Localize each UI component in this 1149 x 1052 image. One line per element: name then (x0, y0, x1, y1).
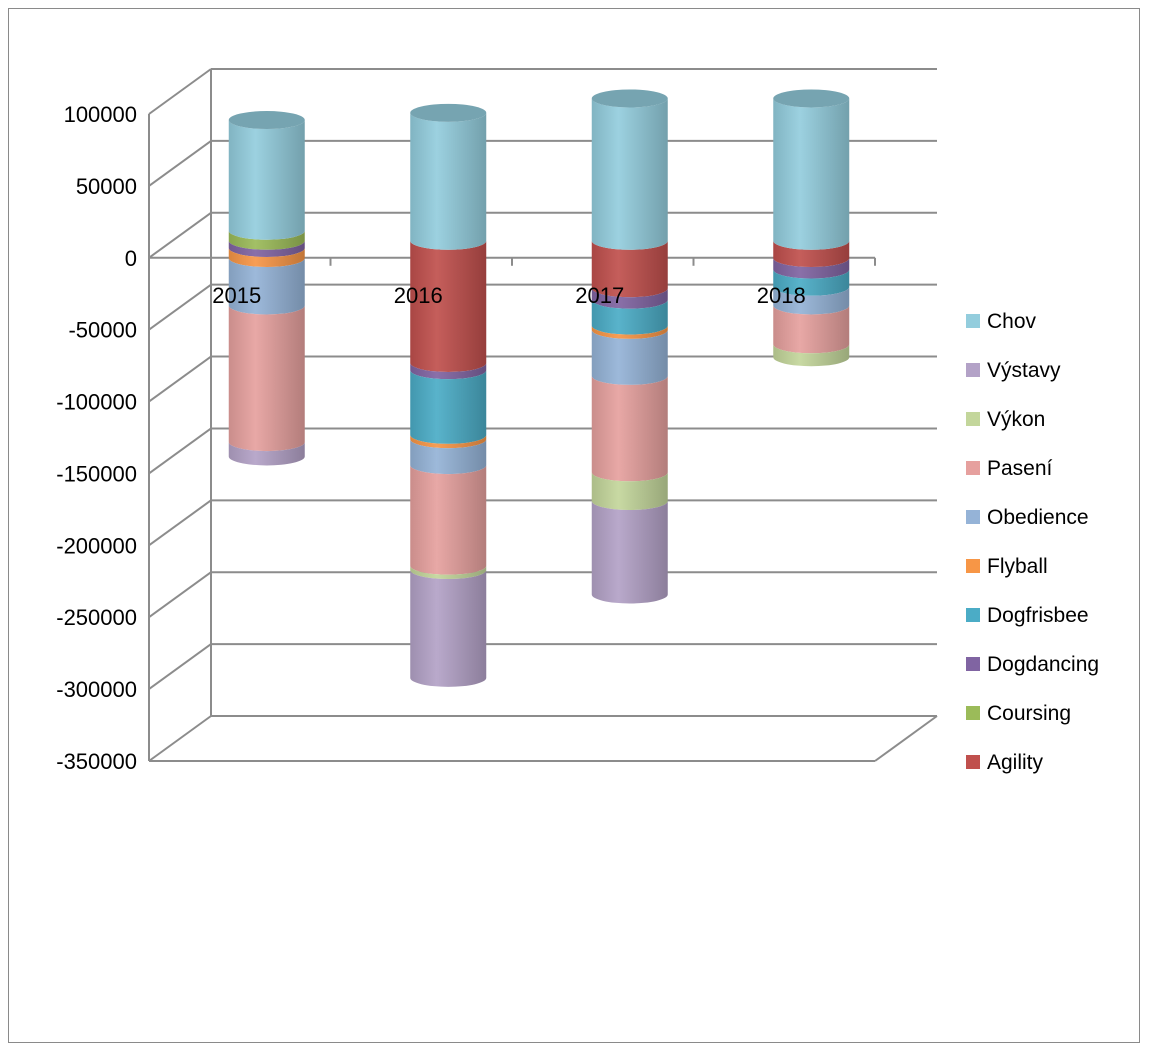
legend-swatch (966, 412, 980, 426)
bar-segment-obedience-2018 (773, 286, 850, 315)
bar-segment-pasení-2015 (228, 305, 305, 452)
bar-cap-2016 (410, 103, 487, 122)
legend-label: Dogfrisbee (987, 604, 1089, 627)
x-axis-labels: 2015 2016 2017 2018 (212, 257, 876, 308)
gridline-diagonal (148, 211, 212, 259)
gridline-diagonal (148, 68, 212, 115)
bar-segment-výkon-2016 (410, 565, 487, 580)
legend-swatch (966, 363, 980, 377)
x-tick-label: 2017 (575, 283, 624, 308)
y-tick-label: 50000 (76, 174, 137, 199)
bar-segment-chov-2018 (773, 98, 850, 250)
bar-segment-dogdancing-2017 (591, 288, 668, 309)
stacked-cylinder-chart: 100000 50000 0 -50000 -100000 -150000 -200000 -… (56, 68, 1099, 774)
legend-swatch (966, 755, 980, 769)
gridline-diagonal (148, 355, 212, 403)
gridline-diagonal (148, 715, 212, 762)
bar-segment-dogfrisbee-2017 (591, 299, 668, 335)
bar-segment-výstavy-2016 (410, 570, 487, 687)
legend-swatch (966, 608, 980, 622)
legend-label: Chov (987, 310, 1037, 333)
y-tick-label: -100000 (56, 390, 137, 415)
bar-segment-agility-2018 (773, 240, 850, 268)
bar-segment-obedience-2016 (410, 439, 487, 475)
legend-swatch (966, 314, 980, 328)
bar-cap-2017 (591, 89, 668, 108)
bar-segment-pasení-2016 (410, 465, 487, 575)
bar-segment-agility-2017 (591, 240, 668, 298)
gridline-diagonal (148, 643, 212, 690)
x-tick-label: 2015 (212, 283, 261, 308)
legend-label: Obedience (987, 506, 1089, 529)
bar-segment-obedience-2015 (228, 258, 305, 315)
bar-segment-flyball-2017 (591, 325, 668, 339)
bar-segment-výstavy-2017 (591, 501, 668, 604)
gridline-diagonal (148, 283, 212, 331)
legend-label: Výkon (987, 408, 1045, 431)
bar-segment-agility-2016 (410, 240, 487, 372)
y-tick-label: -350000 (56, 749, 137, 774)
gridline-diagonal (148, 140, 212, 187)
y-tick-label: -150000 (56, 461, 137, 486)
bar-segment-dogfrisbee-2018 (773, 269, 850, 296)
y-tick-label: 100000 (64, 102, 137, 127)
x-tick-label: 2016 (394, 283, 443, 308)
bar-segment-výkon-2018 (773, 344, 850, 367)
bar-segment-výstavy-2015 (228, 442, 305, 466)
bar-segment-chov-2017 (591, 98, 668, 250)
y-tick-label: -250000 (56, 605, 137, 630)
legend-label: Výstavy (987, 359, 1061, 382)
bar-segment-flyball-2015 (228, 247, 305, 268)
legend-label: Dogdancing (987, 653, 1099, 676)
bar-segment-coursing-2015 (228, 230, 305, 250)
bar-segment-pasení-2017 (591, 375, 668, 482)
y-tick-label: -50000 (68, 318, 137, 343)
bar-segment-dogfrisbee-2016 (410, 370, 487, 444)
floor-right-edge (874, 715, 938, 762)
legend-label: Pasení (987, 457, 1053, 480)
bar-segment-flyball-2016 (410, 434, 487, 449)
bars (228, 89, 850, 687)
y-tick-label: -200000 (56, 533, 137, 558)
legend-swatch (966, 461, 980, 475)
bar-segment-výkon-2017 (591, 472, 668, 511)
bar-segment-obedience-2017 (591, 329, 668, 385)
bar-cap-2018 (773, 89, 850, 108)
bar-segment-chov-2015 (228, 120, 305, 240)
legend-label: Flyball (987, 555, 1048, 578)
y-tick-label: 0 (125, 246, 137, 271)
gridline-diagonal (148, 427, 212, 475)
legend-swatch (966, 559, 980, 573)
legend-label: Coursing (987, 702, 1071, 725)
y-axis-labels: 100000 50000 0 -50000 -100000 -150000 -200000 -… (56, 102, 137, 774)
bar-segment-dogdancing-2015 (228, 240, 305, 257)
chart-frame: 100000 50000 0 -50000 -100000 -150000 -200000 -… (8, 8, 1140, 1043)
bar-segment-pasení-2018 (773, 305, 850, 354)
y-tick-label: -300000 (56, 677, 137, 702)
legend-swatch (966, 657, 980, 671)
legend-swatch (966, 510, 980, 524)
bar-segment-dogdancing-2016 (410, 362, 487, 380)
x-tick-label: 2018 (757, 283, 806, 308)
gridline-diagonal (148, 499, 212, 547)
gridline-diagonal (148, 571, 212, 619)
bar-segment-chov-2016 (410, 112, 487, 250)
legend: Chov Výstavy Výkon Pasení Obedience Flyball Do… (966, 310, 1099, 774)
bar-segment-dogdancing-2018 (773, 258, 850, 279)
legend-label: Agility (987, 751, 1044, 774)
legend-swatch (966, 706, 980, 720)
bar-cap-2015 (228, 111, 305, 130)
